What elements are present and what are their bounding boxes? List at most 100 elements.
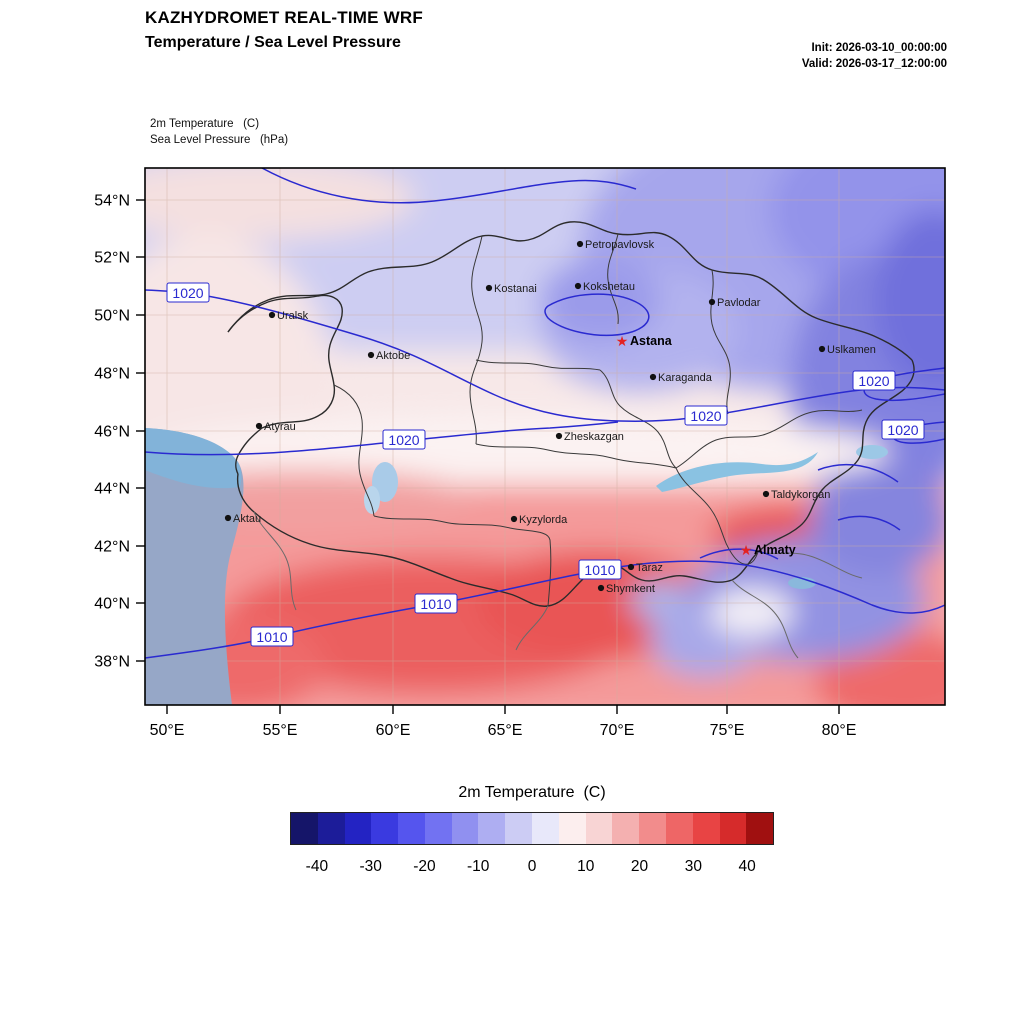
city-marker <box>627 563 635 571</box>
colorbar-tick-label: -40 <box>305 858 329 875</box>
lon-tick-label: 80°E <box>822 722 857 739</box>
lon-tick-label: 50°E <box>150 722 185 739</box>
colorbar-tick-label: 40 <box>738 858 756 875</box>
capital-star-icon: ★ <box>740 542 753 558</box>
report-subtitle: Temperature / Sea Level Pressure <box>145 34 401 51</box>
colorbar-segment <box>478 813 506 844</box>
pressure-label: 1020 <box>388 432 419 448</box>
colorbar-segment <box>505 813 533 844</box>
city-marker <box>268 311 276 319</box>
layer-label-pressure: Sea Level Pressure (hPa) <box>150 134 289 146</box>
weather-map: 54°N 52°N 50°N 48°N 46°N 44°N 42°N 40°N 38°N 50°E… <box>94 167 946 739</box>
colorbar-segment <box>585 813 613 844</box>
city-marker <box>818 345 826 353</box>
city-marker <box>576 240 584 248</box>
city-marker <box>649 373 657 381</box>
lat-tick-label: 44°N <box>94 481 130 498</box>
lake-balkhash <box>656 452 818 492</box>
colorbar-segment <box>719 813 747 844</box>
lat-tick-label: 50°N <box>94 308 130 325</box>
colorbar-segment <box>371 813 399 844</box>
city-label: Almaty <box>754 543 796 557</box>
map-frame <box>144 167 946 706</box>
lon-tick-label: 75°E <box>710 722 745 739</box>
colorbar-strip <box>290 812 774 845</box>
country-borders <box>227 221 915 607</box>
city-label: Shymkent <box>606 583 655 595</box>
city-label: Uralsk <box>277 310 309 322</box>
pressure-label: 1010 <box>584 562 615 578</box>
region-borders <box>333 233 863 607</box>
lat-tick-label: 38°N <box>94 654 130 671</box>
lat-tick-label: 48°N <box>94 366 130 383</box>
city-label: Astana <box>630 334 673 348</box>
city-label: Taraz <box>636 562 663 574</box>
city-marker <box>255 422 263 430</box>
city-marker <box>597 584 605 592</box>
city-marker <box>574 282 582 290</box>
water-bodies <box>145 428 888 705</box>
pressure-label-box <box>414 593 458 614</box>
report-title: KAZHYDROMET REAL-TIME WRF <box>145 8 423 27</box>
temperature-field <box>145 168 945 705</box>
city-label: Karaganda <box>658 372 713 384</box>
pressure-label-box <box>852 370 896 391</box>
city-marker <box>708 298 716 306</box>
init-time: Init: 2026-03-10_00:00:00 <box>811 42 947 54</box>
colorbar-tick-row: -40 -30 -20 -10 0 10 20 30 40 <box>290 858 774 878</box>
city-label: Petropavlovsk <box>585 239 655 251</box>
city-marker <box>762 490 770 498</box>
colorbar-segment <box>424 813 452 844</box>
colorbar-segment <box>451 813 479 844</box>
city-marker <box>485 284 493 292</box>
lat-tick-label: 40°N <box>94 596 130 613</box>
pressure-label-box <box>382 429 426 450</box>
pressure-label: 1010 <box>420 596 451 612</box>
city-label: Uslkamen <box>827 344 876 356</box>
colorbar-segment <box>398 813 425 844</box>
colorbar <box>290 812 774 845</box>
pressure-label: 1020 <box>172 285 203 301</box>
lat-tick-label: 46°N <box>94 424 130 441</box>
pressure-label-box <box>881 419 925 440</box>
colorbar-segment <box>558 813 586 844</box>
caspian-sea <box>145 428 244 705</box>
pressure-label: 1020 <box>858 373 889 389</box>
city-label: Kyzylorda <box>519 514 568 526</box>
city-label: Kostanai <box>494 283 537 295</box>
colorbar-tick-label: 30 <box>684 858 702 875</box>
lat-tick-label: 54°N <box>94 193 130 210</box>
colorbar-tick-label: 0 <box>527 858 537 875</box>
colorbar-tick-label: 20 <box>630 858 649 875</box>
city-marker <box>510 515 518 523</box>
city-label: Aktobe <box>376 350 410 362</box>
city-marker <box>224 514 232 522</box>
colorbar-title: 2m Temperature (C) <box>458 784 606 801</box>
city-marker <box>367 351 375 359</box>
city-label: Kokshetau <box>583 281 635 293</box>
lon-tick-label: 65°E <box>488 722 523 739</box>
capital-star-icon: ★ <box>616 333 629 349</box>
colorbar-tick-label: -30 <box>359 858 382 875</box>
pressure-label: 1020 <box>887 422 918 438</box>
valid-time: Valid: 2026-03-17_12:00:00 <box>801 58 947 70</box>
pressure-label: 1010 <box>256 629 287 645</box>
pressure-label-box <box>578 559 622 580</box>
colorbar-tick-label: 10 <box>577 858 595 875</box>
pressure-label: 1020 <box>690 408 721 424</box>
city-label: Zheskazgan <box>564 431 624 443</box>
pressure-label-box <box>684 405 728 426</box>
lake-issykkul <box>788 577 816 589</box>
colorbar-segment <box>317 813 345 844</box>
lon-tick-label: 60°E <box>376 722 411 739</box>
city-label: Atyrau <box>264 421 296 433</box>
neighbor-borders <box>253 511 863 659</box>
colorbar-tick-label: -10 <box>467 858 490 875</box>
layer-label-temperature: 2m Temperature (C) <box>150 118 260 130</box>
aral-sea-west <box>364 486 380 514</box>
lat-tick-label: 52°N <box>94 250 130 267</box>
city-label: Pavlodar <box>717 297 761 309</box>
colorbar-segment <box>746 813 774 844</box>
pressure-label-box <box>166 282 210 303</box>
colorbar-segment <box>692 813 720 844</box>
